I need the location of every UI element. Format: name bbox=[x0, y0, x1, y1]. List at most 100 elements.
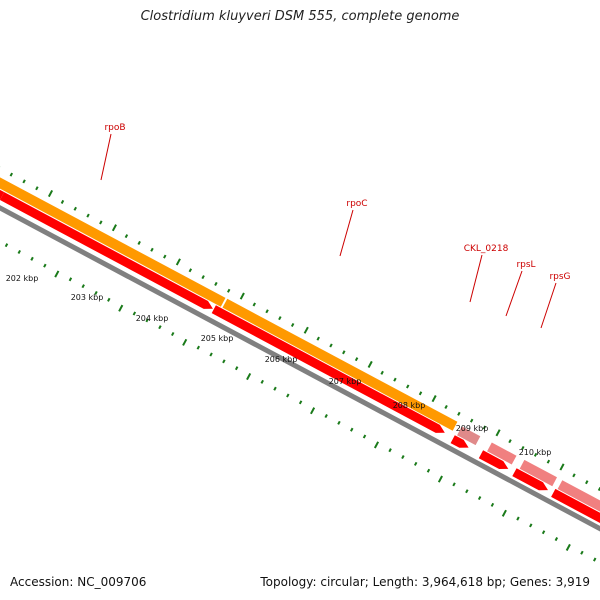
cds-rpsL bbox=[478, 450, 509, 469]
outer-major-tick bbox=[303, 326, 309, 334]
gene-leader-rpsL bbox=[505, 270, 523, 317]
outer-minor-tick bbox=[99, 220, 103, 225]
outer-minor-tick bbox=[521, 445, 525, 451]
inner-minor-tick bbox=[529, 523, 533, 528]
inner-minor-tick bbox=[30, 256, 34, 261]
outer-tick-ring bbox=[0, 166, 600, 492]
kbp-label: 208 kbp bbox=[393, 401, 426, 410]
outer-major-tick bbox=[111, 224, 117, 232]
inner-minor-tick bbox=[350, 427, 354, 432]
inner-major-tick bbox=[310, 407, 316, 415]
outer-minor-tick bbox=[163, 254, 167, 259]
inner-minor-tick bbox=[541, 530, 546, 535]
kbp-label: 206 kbp bbox=[265, 355, 298, 364]
inner-minor-tick bbox=[324, 414, 328, 419]
outer-minor-tick bbox=[60, 199, 65, 204]
outer-minor-tick bbox=[354, 357, 359, 362]
outer-minor-tick bbox=[585, 480, 589, 485]
outer-minor-tick bbox=[188, 268, 193, 273]
outer-minor-tick bbox=[342, 350, 346, 355]
cds-rpsG bbox=[512, 468, 548, 491]
inner-minor-tick bbox=[171, 331, 175, 337]
outer-minor-tick bbox=[226, 288, 231, 293]
inner-major-tick bbox=[118, 304, 124, 312]
cds-pre bbox=[0, 189, 5, 200]
gene-leader-rpoC bbox=[339, 209, 354, 257]
outer-minor-tick bbox=[457, 411, 461, 416]
inner-minor-tick bbox=[452, 482, 456, 487]
inner-minor-tick bbox=[298, 400, 303, 405]
outer-major-tick bbox=[559, 463, 565, 471]
inner-major-tick bbox=[54, 270, 60, 278]
gene-band-rpoB bbox=[0, 177, 226, 307]
gene-labels: rpoB rpoC CKL_0218 rpsL rpsG bbox=[100, 123, 571, 329]
outer-minor-tick bbox=[418, 391, 423, 396]
outer-minor-tick bbox=[137, 240, 141, 245]
kbp-label: 204 kbp bbox=[136, 314, 169, 323]
gene-label-rpsG: rpsG bbox=[549, 272, 570, 282]
outer-minor-tick bbox=[546, 459, 551, 464]
inner-minor-tick bbox=[81, 284, 85, 289]
kbp-label: 205 kbp bbox=[201, 334, 234, 343]
gene-label-rpoC: rpoC bbox=[346, 199, 367, 209]
outer-major-tick bbox=[495, 429, 501, 437]
outer-major-tick bbox=[431, 395, 437, 403]
inner-minor-tick bbox=[593, 557, 597, 562]
outer-minor-tick bbox=[380, 370, 384, 375]
outer-minor-tick bbox=[444, 404, 448, 409]
outer-minor-tick bbox=[214, 281, 218, 286]
inner-minor-tick bbox=[580, 550, 584, 555]
outer-minor-tick bbox=[533, 452, 538, 457]
genome-summary-text: Topology: circular; Length: 3,964,618 bp… bbox=[260, 575, 590, 589]
accession-text: Accession: NC_009706 bbox=[10, 575, 147, 589]
cds-CKL_0218 bbox=[450, 435, 469, 448]
inner-minor-tick bbox=[388, 448, 392, 453]
kbp-label: 202 kbp bbox=[6, 274, 39, 283]
outer-minor-tick bbox=[329, 343, 333, 348]
inner-minor-tick bbox=[158, 325, 162, 330]
outer-major-tick bbox=[47, 189, 54, 198]
inner-minor-tick bbox=[413, 461, 418, 466]
gene-label-rpsL: rpsL bbox=[516, 260, 535, 270]
outer-major-tick bbox=[239, 292, 245, 300]
cds-rpoB bbox=[0, 192, 213, 309]
inner-minor-tick bbox=[17, 249, 21, 254]
outer-minor-tick bbox=[572, 473, 576, 478]
inner-minor-tick bbox=[477, 496, 482, 501]
inner-major-tick bbox=[501, 509, 507, 517]
outer-minor-tick bbox=[393, 377, 397, 382]
outer-minor-tick bbox=[201, 275, 205, 280]
kbp-label: 203 kbp bbox=[71, 293, 104, 302]
outer-minor-tick bbox=[73, 206, 77, 211]
inner-minor-tick bbox=[516, 516, 520, 521]
outer-minor-tick bbox=[290, 322, 295, 327]
outer-minor-tick bbox=[469, 418, 474, 423]
inner-minor-tick bbox=[222, 359, 226, 364]
kbp-label: 210 kbp bbox=[519, 448, 552, 457]
inner-minor-tick bbox=[4, 243, 9, 248]
inner-minor-tick bbox=[43, 263, 47, 268]
gene-label-rpoB: rpoB bbox=[104, 123, 125, 133]
gene-label-CKL_0218: CKL_0218 bbox=[464, 244, 509, 254]
inner-major-tick bbox=[182, 338, 188, 346]
gene-leader-CKL_0218 bbox=[469, 254, 483, 303]
inner-major-tick bbox=[373, 441, 380, 449]
inner-minor-tick bbox=[337, 420, 341, 425]
kbp-label: 207 kbp bbox=[329, 377, 362, 386]
outer-minor-tick bbox=[508, 439, 512, 444]
gene-band-rpsL bbox=[487, 442, 517, 465]
genome-backbone bbox=[0, 205, 600, 532]
outer-minor-tick bbox=[316, 336, 320, 341]
inner-tick-ring bbox=[4, 243, 597, 562]
outer-minor-tick bbox=[9, 172, 14, 177]
outer-minor-tick bbox=[482, 425, 487, 430]
inner-minor-tick bbox=[286, 393, 290, 398]
inner-minor-tick bbox=[260, 379, 264, 384]
inner-minor-tick bbox=[68, 277, 73, 282]
outer-minor-tick bbox=[252, 302, 256, 307]
cds-rpoC bbox=[211, 305, 445, 433]
inner-minor-tick bbox=[196, 345, 201, 350]
gene-band-CKL_0218 bbox=[457, 426, 481, 446]
inner-minor-tick bbox=[465, 489, 469, 494]
